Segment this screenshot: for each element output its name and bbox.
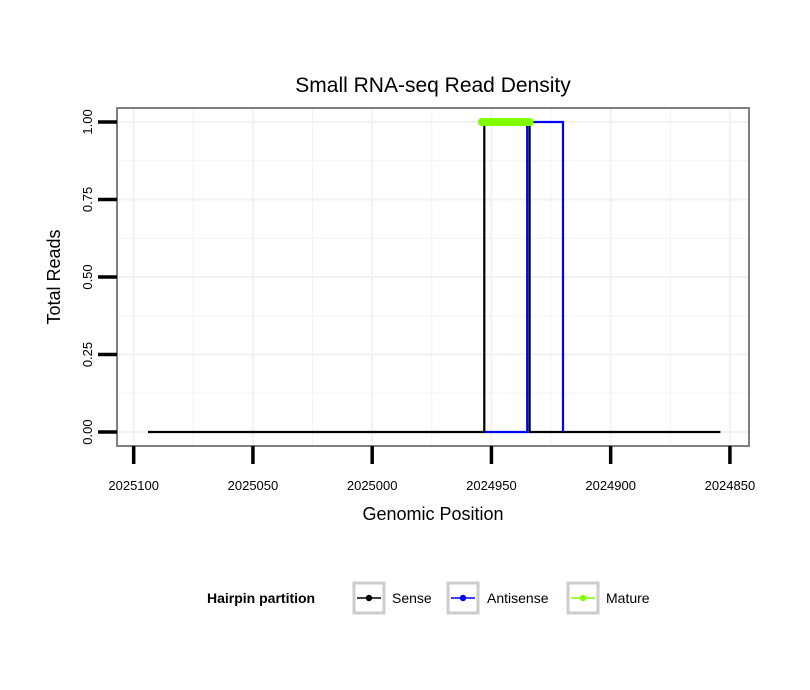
y-tick-label: 1.00: [80, 109, 95, 134]
legend-label-antisense: Antisense: [487, 590, 549, 606]
x-tick-label: 2025050: [228, 478, 279, 493]
x-tick-label: 2024900: [585, 478, 636, 493]
legend-item-sense: Sense: [352, 581, 432, 615]
y-axis: 0.00 0.25 0.50 0.75 1.00: [80, 109, 117, 445]
x-tick-label: 2024950: [466, 478, 517, 493]
y-axis-title: Total Reads: [44, 229, 64, 324]
legend-label-mature: Mature: [606, 590, 650, 606]
legend-dot-antisense: [459, 594, 467, 602]
legend-item-antisense: Antisense: [446, 581, 549, 615]
x-axis-title: Genomic Position: [362, 504, 503, 524]
y-tick-label: 0.00: [80, 419, 95, 444]
chart-title: Small RNA-seq Read Density: [295, 74, 571, 97]
legend-label-sense: Sense: [392, 590, 432, 606]
x-tick-label: 2025000: [347, 478, 398, 493]
legend-title: Hairpin partition: [207, 590, 315, 606]
x-tick-label: 2024850: [705, 478, 756, 493]
series-lines: [148, 118, 721, 434]
legend-dot-mature: [579, 594, 587, 602]
x-axis: 2025100 2025050 2025000 2024950 2024900 20248…: [108, 446, 755, 493]
legend-dot-sense: [365, 594, 373, 602]
x-tick-label: 2025100: [108, 478, 159, 493]
y-tick-label: 0.50: [80, 264, 95, 289]
legend: Hairpin partition Sense Antisense Mature: [207, 581, 650, 615]
y-tick-label: 0.75: [80, 187, 95, 212]
legend-item-mature: Mature: [566, 581, 650, 615]
y-tick-label: 0.25: [80, 342, 95, 367]
